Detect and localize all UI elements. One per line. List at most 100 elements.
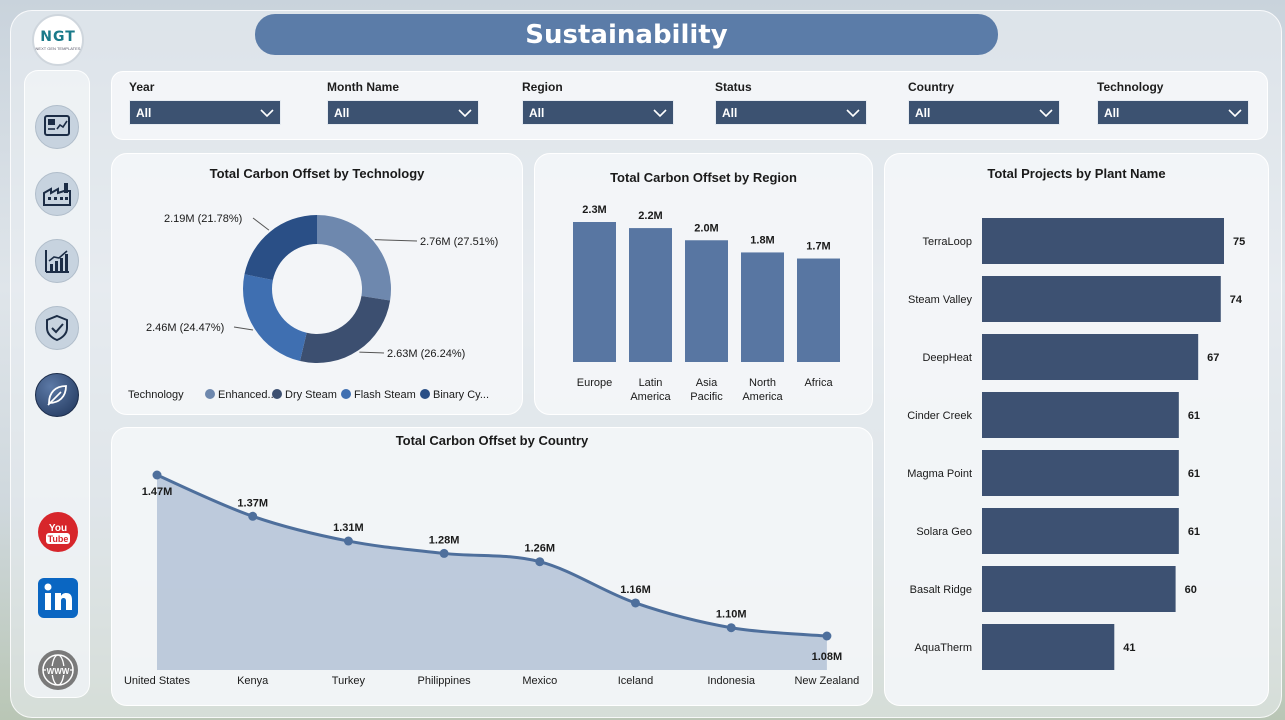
data-point	[535, 557, 545, 567]
legend-swatch	[272, 389, 282, 399]
bar	[629, 228, 672, 362]
country-area-chart: 1.47M United States 1.37M Kenya 1.31M Turkey 1…	[124, 470, 859, 687]
tick-label: Steam Valley	[908, 294, 972, 306]
data-label: 2.2M	[638, 210, 662, 222]
chart-title: Total Projects by Plant Name	[987, 166, 1166, 181]
tick-label: Magma Point	[907, 468, 972, 480]
plant-bar-card: Total Projects by Plant Name TerraLoop 75…	[884, 153, 1269, 706]
data-label: 1.08M	[812, 651, 843, 663]
filter-label: Technology	[1097, 80, 1164, 94]
filter-label: Country	[908, 80, 954, 94]
tick-label: Africa	[804, 377, 833, 389]
tick-label: North	[749, 377, 776, 389]
website-icon: WWW	[38, 650, 78, 690]
filter-country: Country All	[908, 80, 1060, 125]
linkedin-link[interactable]	[37, 577, 79, 619]
tick-label: TerraLoop	[922, 236, 972, 248]
year-dropdown[interactable]: All	[129, 100, 281, 125]
chevron-down-icon	[653, 108, 667, 117]
data-point	[822, 631, 832, 641]
tick-label: Turkey	[332, 675, 366, 687]
country-dropdown[interactable]: All	[908, 100, 1060, 125]
region-dropdown[interactable]: All	[522, 100, 674, 125]
logo-text: NGT	[40, 29, 76, 45]
month-dropdown[interactable]: All	[327, 100, 479, 125]
factory-icon	[43, 183, 71, 206]
bar	[982, 450, 1179, 496]
data-label: 1.8M	[750, 234, 774, 246]
filter-technology: Technology All	[1097, 80, 1249, 125]
tick-label: Mexico	[522, 675, 557, 687]
technology-dropdown[interactable]: All	[1097, 100, 1249, 125]
chart-title: Total Carbon Offset by Technology	[209, 166, 425, 181]
data-label: 2.19M (21.78%)	[164, 213, 242, 225]
legend-swatch	[341, 389, 351, 399]
legend-swatch	[420, 389, 430, 399]
donut-slice	[243, 274, 307, 362]
chevron-down-icon	[846, 108, 860, 117]
data-label: 1.37M	[237, 497, 268, 509]
leaf-icon	[47, 385, 67, 406]
data-label: 61	[1188, 468, 1200, 480]
tick-label: Pacific	[690, 391, 723, 403]
youtube-icon: You Tube	[38, 512, 78, 552]
tick-label: America	[630, 391, 671, 403]
filter-label: Region	[522, 80, 563, 94]
chevron-down-icon	[260, 108, 274, 117]
data-label: 41	[1123, 642, 1135, 654]
dashboard-icon	[44, 115, 70, 136]
chevron-down-icon	[458, 108, 472, 117]
youtube-link[interactable]: You Tube	[37, 511, 79, 553]
legend-swatch	[205, 389, 215, 399]
data-point	[439, 548, 449, 558]
area-fill	[157, 475, 827, 670]
data-label: 1.26M	[525, 543, 556, 555]
donut-slice	[244, 215, 317, 281]
tick-label: Philippines	[417, 675, 471, 687]
technology-donut-card: Total Carbon Offset by Technology 2.76M …	[111, 153, 523, 415]
legend-item: Binary Cy...	[433, 389, 489, 401]
logo-subtext: NEXT GEN TEMPLATES	[35, 46, 81, 51]
dashboard-nav-button[interactable]	[35, 105, 79, 149]
filter-label: Year	[129, 80, 155, 94]
ngt-logo[interactable]: NGT NEXT GEN TEMPLATES	[32, 14, 84, 66]
data-label: 2.3M	[582, 204, 606, 216]
shield-check-icon	[46, 314, 68, 342]
legend-item: Dry Steam	[285, 389, 337, 401]
filter-month: Month Name All	[327, 80, 479, 125]
leader-line	[252, 217, 270, 231]
data-label: 61	[1188, 526, 1200, 538]
data-label: 2.46M (24.47%)	[146, 322, 224, 334]
data-label: 1.47M	[142, 486, 173, 498]
bar	[573, 222, 616, 362]
tick-label: United States	[124, 675, 191, 687]
tick-label: Cinder Creek	[907, 410, 972, 422]
bar	[685, 240, 728, 362]
shield-nav-button[interactable]	[35, 306, 79, 350]
bar	[982, 508, 1179, 554]
data-label: 1.28M	[429, 534, 460, 546]
bar	[741, 252, 784, 362]
donut-slice	[300, 296, 391, 363]
factory-nav-button[interactable]	[35, 172, 79, 216]
svg-text:Tube: Tube	[48, 534, 69, 544]
growth-nav-button[interactable]	[35, 239, 79, 283]
bar	[797, 258, 840, 362]
donut-slice	[317, 215, 391, 301]
tick-label: New Zealand	[794, 675, 859, 687]
dropdown-value: All	[529, 105, 545, 120]
leaf-nav-button[interactable]	[35, 373, 79, 417]
tick-label: Indonesia	[707, 675, 756, 687]
chart-title: Total Carbon Offset by Country	[395, 433, 589, 448]
status-dropdown[interactable]: All	[715, 100, 867, 125]
legend-title: Technology	[128, 389, 184, 401]
website-link[interactable]: WWW	[37, 649, 79, 691]
svg-text:WWW: WWW	[47, 667, 70, 676]
data-label: 75	[1233, 236, 1245, 248]
region-bar-card: Total Carbon Offset by Region 2.3M Europe…	[534, 153, 873, 415]
dropdown-value: All	[722, 105, 738, 120]
filter-year: Year All	[129, 80, 281, 125]
data-label: 2.0M	[694, 222, 718, 234]
filter-status: Status All	[715, 80, 867, 125]
data-point	[248, 511, 258, 521]
